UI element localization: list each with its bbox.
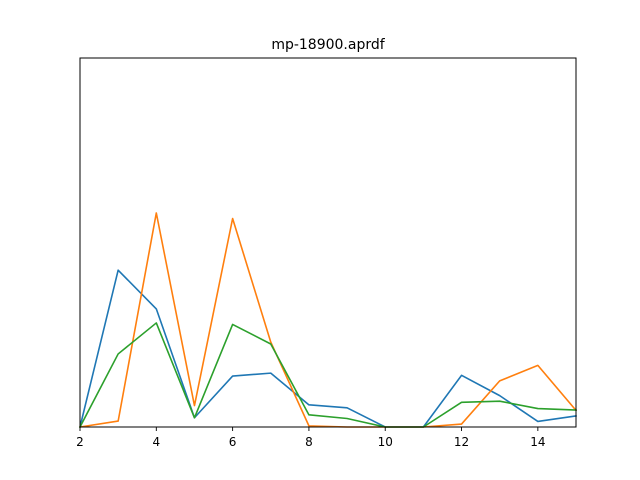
x-tick-label: 8	[305, 435, 313, 449]
series-line-2	[79, 212, 578, 428]
x-tick-label: 4	[152, 435, 160, 449]
plot-area-frame	[79, 57, 577, 428]
x-tick-label: 14	[530, 435, 545, 449]
x-tick-label: 6	[229, 435, 237, 449]
series-line-1	[79, 269, 577, 428]
x-tick-label: 2	[76, 435, 84, 449]
series-line-3	[78, 322, 577, 429]
series-layer	[78, 212, 578, 429]
x-axis-ticks: 2 4 6 8 10 12 14	[76, 427, 545, 449]
chart-title: mp-18900.aprdf	[271, 37, 385, 53]
x-tick-label: 10	[378, 435, 393, 449]
x-tick-label: 12	[454, 435, 469, 449]
